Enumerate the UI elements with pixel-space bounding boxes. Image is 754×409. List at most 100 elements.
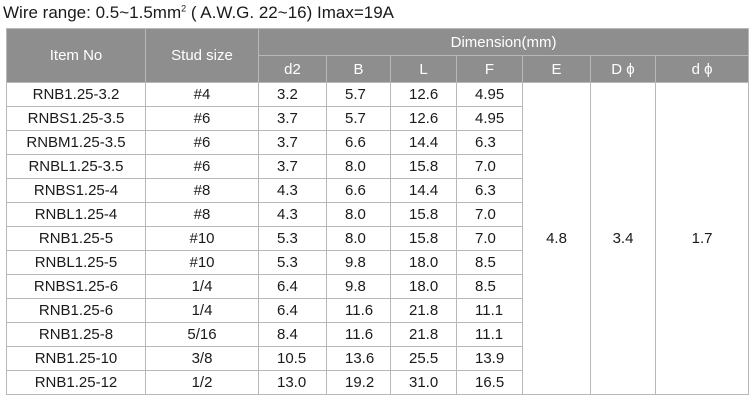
data-cell: 5.7	[326, 106, 391, 131]
table-body: RNB1.25-3.2 #4 3.2 5.7 12.6 4.95 4.8 3.4 1.7 RNBS…	[6, 82, 750, 395]
title-text: Wire range: 0.5~1.5mm	[3, 3, 182, 22]
data-cell: 6.6	[326, 178, 391, 203]
shared-cell: 1.7	[654, 82, 750, 395]
header-row: Item No Stud size Dimension(mm)	[6, 28, 750, 83]
data-cell: 15.8	[390, 154, 457, 179]
data-cell: 7.0	[456, 154, 523, 179]
data-cell: 11.1	[456, 298, 523, 323]
data-cell: 14.4	[390, 130, 457, 155]
data-cell: #4	[145, 82, 259, 107]
data-cell: #6	[145, 130, 259, 155]
data-cell: 11.6	[326, 298, 391, 323]
data-cell: 16.5	[456, 370, 523, 395]
data-cell: 7.0	[456, 202, 523, 227]
data-cell: #10	[145, 250, 259, 275]
data-cell: #8	[145, 178, 259, 203]
data-cell: 9.8	[326, 250, 391, 275]
data-cell: 3.7	[258, 130, 327, 155]
title: Wire range: 0.5~1.5mm2 ( A.W.G. 22~16) I…	[3, 3, 394, 23]
data-cell: 8.4	[258, 322, 327, 347]
data-cell: 4.3	[258, 178, 327, 203]
data-cell: 21.8	[390, 298, 457, 323]
data-cell: #8	[145, 202, 259, 227]
header-cell: Item No	[6, 28, 146, 83]
data-cell: 7.0	[456, 226, 523, 251]
data-cell: 18.0	[390, 250, 457, 275]
header-cell: Dimension(mm)	[257, 28, 750, 56]
data-cell: 12.6	[390, 82, 457, 107]
data-cell: 5.3	[258, 226, 327, 251]
data-row: RNBS1.25-6 1/4 6.4 9.8 18.0 8.5	[6, 274, 749, 299]
data-cell: 3/8	[145, 346, 259, 371]
data-cell: RNB1.25-6	[6, 298, 146, 323]
data-cell: 10.5	[258, 346, 327, 371]
title-text: ( A.W.G. 22~16) Imax=19A	[186, 3, 395, 22]
data-cell: 19.2	[326, 370, 391, 395]
data-cell: RNBL1.25-4	[6, 202, 146, 227]
data-cell: #10	[145, 226, 259, 251]
data-cell: 31.0	[390, 370, 457, 395]
data-cell: 15.8	[390, 226, 457, 251]
data-cell: RNB1.25-8	[6, 322, 146, 347]
data-cell: 1/4	[145, 298, 259, 323]
data-cell: 6.3	[456, 178, 523, 203]
shared-cell: 3.4	[590, 82, 656, 395]
shared-cell: 4.8	[522, 82, 591, 395]
title-superscript: 2	[181, 3, 187, 14]
data-cell: 8.5	[456, 274, 523, 299]
data-cell: 4.3	[258, 202, 327, 227]
data-cell: 5.3	[258, 250, 327, 275]
data-row: RNB1.25-5 #10 5.3 8.0 15.8 7.0	[6, 226, 749, 251]
data-cell: #6	[145, 106, 259, 131]
subheader-cell: B	[326, 55, 391, 83]
data-cell: RNBS1.25-4	[6, 178, 146, 203]
data-cell: 9.8	[326, 274, 391, 299]
data-cell: RNBS1.25-6	[6, 274, 146, 299]
data-cell: RNB1.25-5	[6, 226, 146, 251]
header-cell: Stud size	[145, 28, 259, 83]
data-cell: 15.8	[390, 202, 457, 227]
subheader-cell: L	[390, 55, 457, 83]
data-cell: RNB1.25-12	[6, 370, 146, 395]
data-row: RNB1.25-8 5/16 8.4 11.6 21.8 11.1	[6, 322, 749, 347]
subheader-cell: E	[522, 55, 591, 83]
data-cell: 3.7	[258, 106, 327, 131]
data-cell: RNBS1.25-3.5	[6, 106, 146, 131]
data-row: RNB1.25-3.2 #4 3.2 5.7 12.6 4.95 4.8 3.4 1.7	[6, 82, 750, 395]
data-cell: 3.2	[258, 82, 327, 107]
data-cell: 11.6	[326, 322, 391, 347]
data-cell: RNB1.25-3.2	[6, 82, 146, 107]
data-cell: 3.7	[258, 154, 327, 179]
data-cell: 5/16	[145, 322, 259, 347]
data-cell: 18.0	[390, 274, 457, 299]
data-cell: 8.0	[326, 154, 391, 179]
spec-table: Item No Stud size Dimension(mm) d2 B L F E D …	[6, 28, 750, 395]
data-cell: 11.1	[456, 322, 523, 347]
subheader-cell: D ϕ	[590, 55, 656, 83]
data-cell: 13.9	[456, 346, 523, 371]
data-cell: RNBL1.25-5	[6, 250, 146, 275]
data-cell: 12.6	[390, 106, 457, 131]
data-cell: 6.6	[326, 130, 391, 155]
data-cell: RNBM1.25-3.5	[6, 130, 146, 155]
data-cell: 8.5	[456, 250, 523, 275]
data-cell: 1/2	[145, 370, 259, 395]
data-cell: 6.4	[258, 298, 327, 323]
data-cell: 6.3	[456, 130, 523, 155]
data-cell: RNB1.25-10	[6, 346, 146, 371]
data-cell: 25.5	[390, 346, 457, 371]
subheader-cell: d2	[258, 55, 327, 83]
data-cell: 14.4	[390, 178, 457, 203]
table-head: Item No Stud size Dimension(mm) d2 B L F E D …	[6, 28, 750, 83]
data-cell: 6.4	[258, 274, 327, 299]
data-cell: 4.95	[456, 106, 523, 131]
subheader-cell: d ϕ	[654, 55, 750, 83]
data-cell: 4.95	[456, 82, 523, 107]
data-cell: 13.6	[326, 346, 391, 371]
data-cell: 1/4	[145, 274, 259, 299]
data-cell: 5.7	[326, 82, 391, 107]
data-cell: 8.0	[326, 226, 391, 251]
data-cell: 21.8	[390, 322, 457, 347]
